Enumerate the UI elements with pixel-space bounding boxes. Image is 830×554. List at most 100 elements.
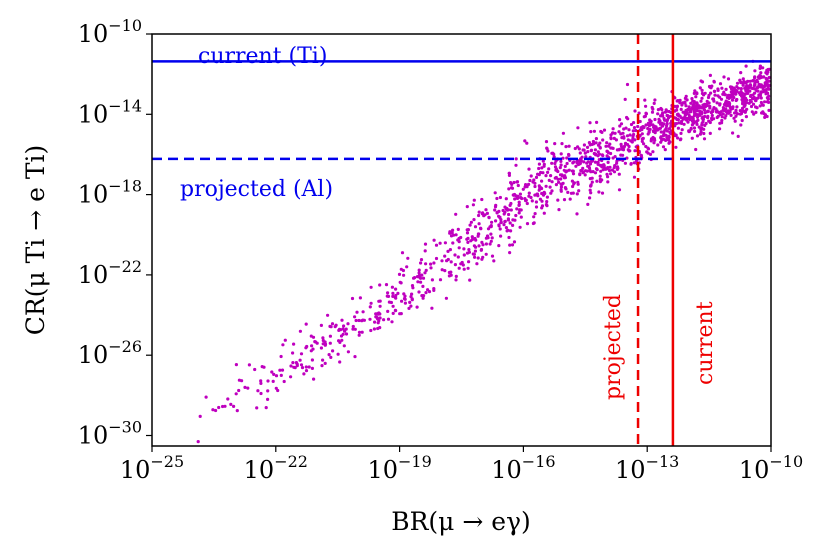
scatter-point: [515, 207, 519, 211]
scatter-point: [754, 110, 758, 114]
scatter-point: [741, 77, 745, 81]
scatter-point: [706, 95, 711, 100]
scatter-point: [667, 138, 671, 142]
scatter-point: [448, 248, 452, 252]
scatter-point: [304, 369, 309, 373]
scatter-point: [605, 149, 610, 154]
scatter-point: [675, 108, 679, 112]
scatter-point: [656, 112, 660, 116]
scatter-point: [683, 101, 687, 105]
scatter-point: [557, 208, 561, 212]
scatter-point: [331, 349, 335, 353]
scatter-point: [444, 296, 448, 300]
scatter-point: [553, 176, 557, 180]
scatter-point: [744, 81, 748, 85]
scatter-point: [753, 69, 757, 73]
vline-label-current: current: [693, 301, 718, 385]
scatter-point: [678, 114, 682, 118]
scatter-point: [274, 386, 278, 390]
scatter-point: [361, 310, 365, 314]
scatter-point: [582, 148, 586, 152]
scatter-point: [537, 173, 541, 177]
scatter-point: [629, 122, 634, 127]
scatter-point: [695, 91, 699, 95]
scatter-point: [493, 208, 497, 212]
scatter-point: [628, 149, 632, 153]
scatter-point: [644, 112, 649, 116]
scatter-point: [508, 243, 512, 247]
y-tick-label: 10−10: [78, 16, 142, 48]
scatter-point: [618, 118, 622, 122]
scatter-point: [328, 334, 332, 338]
scatter-point: [484, 208, 488, 212]
scatter-point: [223, 404, 227, 408]
scatter-point: [376, 317, 380, 321]
scatter-point: [451, 233, 456, 237]
scatter-point: [653, 98, 657, 102]
scatter-point: [746, 86, 750, 90]
scatter-point: [589, 170, 593, 174]
scatter-point: [438, 278, 443, 282]
scatter-point: [734, 111, 738, 115]
scatter-point: [648, 152, 653, 156]
scatter-point: [465, 205, 469, 209]
axis-ticks: 10−25 10−22 10−19 10−16 10−13 10−10 10−10 10−14…: [78, 16, 803, 484]
scatter-point: [401, 268, 405, 273]
scatter-point: [517, 203, 521, 207]
scatter-point: [559, 177, 563, 181]
scatter-point: [749, 104, 754, 109]
scatter-point: [355, 310, 359, 314]
scatter-point: [294, 361, 298, 365]
scatter-point: [397, 272, 402, 276]
scatter-point: [722, 90, 726, 94]
scatter-point: [707, 101, 711, 105]
scatter-point: [421, 296, 425, 300]
scatter-point: [740, 118, 744, 123]
scatter-point: [391, 311, 395, 315]
scatter-point: [471, 203, 475, 207]
scatter-point: [462, 253, 466, 257]
scatter-point: [309, 334, 313, 338]
scatter-point: [457, 236, 461, 241]
scatter-point: [495, 196, 499, 201]
scatter-point: [354, 318, 358, 323]
scatter-point: [718, 102, 722, 106]
scatter-point: [662, 130, 666, 134]
scatter-point: [497, 223, 501, 227]
scatter-point: [660, 121, 664, 125]
scatter-point: [742, 95, 746, 99]
scatter-point: [743, 86, 747, 90]
scatter-point: [454, 212, 458, 216]
scatter-point: [369, 328, 373, 333]
scatter-point: [408, 300, 412, 304]
scatter-point: [660, 138, 664, 142]
scatter-point: [481, 243, 485, 247]
scatter-point: [508, 251, 512, 255]
scatter-point: [372, 327, 376, 331]
scatter-point: [221, 404, 225, 409]
scatter-point: [472, 198, 476, 202]
scatter-point: [679, 121, 684, 125]
scatter-point: [677, 121, 681, 125]
scatter-point: [537, 166, 541, 171]
scatter-point: [715, 101, 719, 105]
x-tick-label: 10−25: [120, 452, 184, 484]
y-tick-label: 10−18: [78, 177, 142, 209]
scatter-point: [642, 115, 646, 119]
scatter-point: [299, 363, 304, 367]
scatter-point: [739, 90, 743, 94]
scatter-point: [637, 111, 641, 115]
scatter-point: [533, 193, 537, 197]
scatter-point: [578, 162, 582, 166]
scatter-point: [424, 268, 428, 272]
scatter-point: [626, 143, 630, 147]
scatter-point: [291, 361, 295, 365]
scatter-point: [304, 346, 308, 350]
scatter-point: [554, 167, 558, 171]
scatter-point: [358, 296, 362, 300]
scatter-point: [640, 139, 644, 143]
scatter-point: [631, 129, 635, 133]
scatter-point: [617, 130, 621, 134]
scatter-point: [512, 180, 516, 185]
scatter-point: [731, 105, 735, 109]
